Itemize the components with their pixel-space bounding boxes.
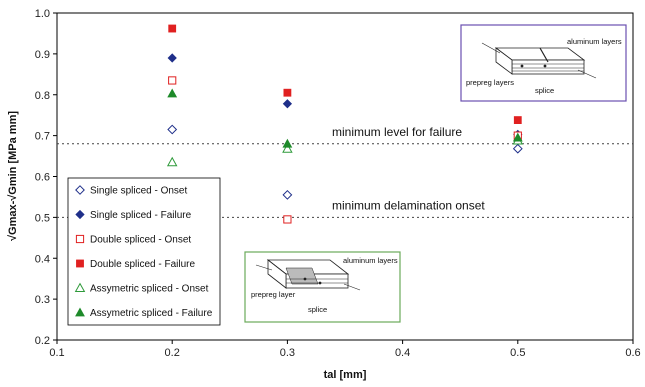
data-point — [513, 116, 522, 124]
y-tick-label: 0.7 — [35, 131, 50, 143]
legend: Single spliced - Onset Single spliced - F… — [67, 177, 221, 326]
x-tick-label: 0.1 — [49, 347, 64, 359]
inset-specimen-diagram-top: aluminum layers prepreg layers splice — [460, 24, 627, 102]
x-axis-title: tal [mm] — [324, 369, 367, 381]
data-point — [283, 215, 292, 224]
inset-specimen-diagram-bottom: aluminum layers prepreg layer splice — [244, 251, 401, 323]
y-tick-label: 0.2 — [35, 335, 50, 347]
inset-top-aluminum-label: aluminum layers — [567, 37, 622, 46]
legend-marker — [74, 282, 86, 293]
legend-marker — [76, 259, 84, 268]
data-point — [512, 132, 523, 142]
y-tick-label: 0.6 — [35, 172, 50, 184]
inset-top-laminate-drawing — [481, 42, 597, 79]
data-point — [168, 24, 177, 33]
legend-box — [67, 177, 221, 326]
inset-top-prepreg-label: prepreg layers — [466, 78, 514, 87]
reference-lines: minimum level for failure minimum delamin… — [57, 125, 633, 218]
x-tick-label: 0.2 — [165, 347, 180, 359]
inset-bottom-aluminum-label: aluminum layers — [343, 256, 398, 265]
data-point — [167, 88, 178, 98]
y-tick-label: 0.3 — [35, 294, 50, 306]
legend-entry-label: Double spliced - Failure — [90, 259, 195, 270]
legend-entry-label: Assymetric spliced - Failure — [90, 308, 213, 319]
reference-line-label: minimum level for failure — [332, 125, 462, 139]
legend-items: Single spliced - Onset Single spliced - F… — [74, 185, 213, 319]
legend-marker — [75, 209, 85, 220]
data-point — [282, 189, 293, 200]
inset-bottom-splice-label: splice — [308, 305, 327, 314]
data-point — [282, 138, 293, 148]
y-tick-label: 1.0 — [35, 8, 50, 20]
legend-entry-label: Single spliced - Failure — [90, 210, 192, 221]
legend-marker — [75, 307, 85, 317]
x-tick-label: 0.3 — [280, 347, 295, 359]
y-tick-label: 0.9 — [35, 49, 50, 61]
inset-bottom-prepreg-label: prepreg layer — [251, 290, 296, 299]
data-point — [282, 143, 293, 153]
legend-entry-label: Double spliced - Onset — [90, 235, 191, 246]
y-tick-label: 0.5 — [35, 212, 50, 224]
inset-bottom-laminate-drawing — [255, 259, 361, 291]
reference-line-label: minimum delamination onset — [332, 198, 485, 212]
x-tick-label: 0.5 — [510, 347, 525, 359]
y-tick-label: 0.4 — [35, 253, 50, 265]
data-point — [166, 156, 178, 167]
y-axis-title: √Gmax-√Gmin [MPa mm] — [7, 111, 19, 241]
data-point — [282, 99, 293, 109]
x-tick-label: 0.4 — [395, 347, 410, 359]
legend-marker — [75, 234, 85, 244]
legend-entry-label: Single spliced - Onset — [90, 186, 187, 197]
legend-entry-label: Assymetric spliced - Onset — [90, 284, 209, 295]
axis-ticks: 0.1 0.2 0.3 0.4 0.5 0.60.20.30.40.50.60.70.80… — [35, 8, 641, 359]
data-point — [283, 88, 292, 97]
data-markers — [166, 24, 524, 224]
data-point — [512, 143, 523, 154]
y-tick-label: 0.8 — [35, 90, 50, 102]
x-tick-label: 0.6 — [625, 347, 640, 359]
data-point — [168, 76, 177, 85]
legend-marker — [75, 185, 85, 195]
inset-top-splice-label: splice — [535, 86, 554, 95]
data-point — [167, 53, 177, 63]
data-point — [167, 124, 178, 135]
